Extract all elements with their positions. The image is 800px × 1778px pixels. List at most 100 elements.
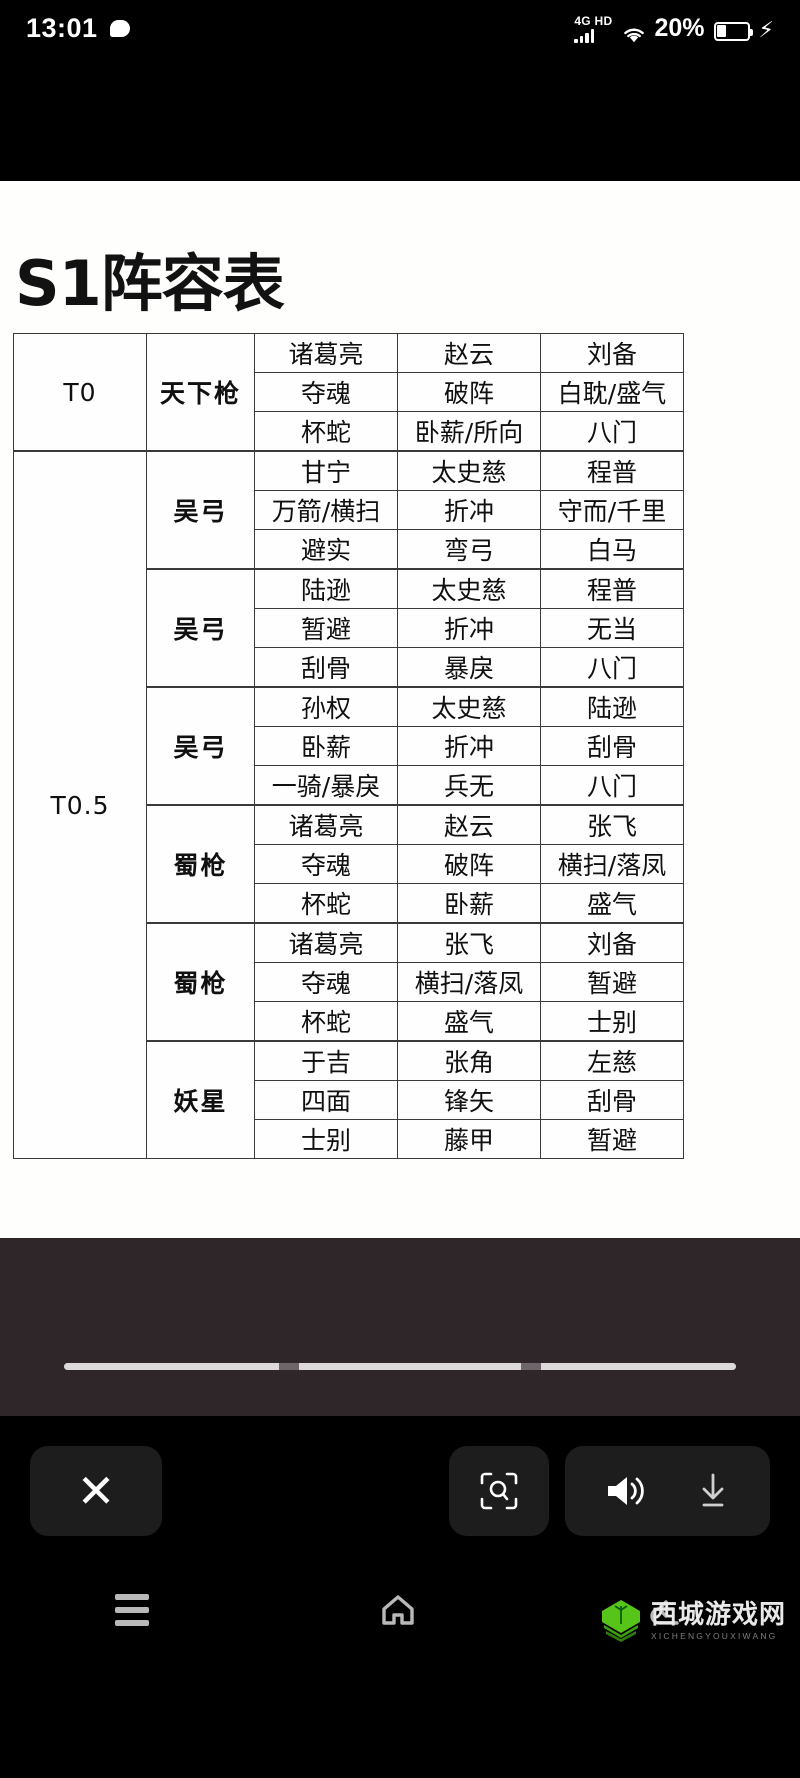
table-cell: 夺魂 xyxy=(254,372,398,412)
lens-scan-icon xyxy=(477,1469,521,1513)
table-row: 一骑/暴戾 兵无 八门 xyxy=(14,765,684,806)
table-row: 夺魂 破阵 横扫/落凤 xyxy=(14,844,684,884)
seek-segment xyxy=(541,1363,736,1370)
site-watermark: 西城游戏网 XICHENGYOUXIWANG xyxy=(599,1598,786,1644)
table-cell: 锋矢 xyxy=(397,1080,541,1120)
table-cell: 八门 xyxy=(540,411,684,452)
table-cell: 盛气 xyxy=(397,1001,541,1042)
comp-label-wugong-2: 吴弓 xyxy=(146,568,255,688)
network-type-label: 4G HD xyxy=(574,13,613,28)
comp-label-yaoxing: 妖星 xyxy=(146,1040,255,1159)
media-actions-group xyxy=(565,1446,770,1536)
table-row: 杯蛇 卧薪/所向 八门 xyxy=(14,411,684,452)
table-row: 卧薪 折冲 刮骨 xyxy=(14,726,684,766)
status-bar: 13:01 4G HD 20% ⚡ xyxy=(0,0,800,56)
table-row: 吴弓 孙权 太史慈 陆逊 xyxy=(14,686,684,806)
table-cell: 万箭/横扫 xyxy=(254,490,398,530)
seek-segment xyxy=(64,1363,280,1370)
status-clock: 13:01 xyxy=(26,12,98,43)
comp-label-wugong-3: 吴弓 xyxy=(146,686,255,806)
image-viewer-content[interactable]: S1阵容表 T0 天下枪 诸葛亮 赵云 刘备 夺魂 破阵 白耽/盛气 杯蛇 卧薪… xyxy=(0,181,800,1238)
table-cell: 赵云 xyxy=(397,333,541,373)
tier-label-t0: T0 xyxy=(13,333,147,452)
table-cell: 太史慈 xyxy=(397,450,541,491)
table-cell: 白马 xyxy=(540,529,684,570)
table-row: 万箭/横扫 折冲 守而/千里 xyxy=(14,490,684,530)
charging-bolt-icon: ⚡ xyxy=(758,16,774,42)
table-row: 夺魂 横扫/落凤 暂避 xyxy=(14,962,684,1002)
table-row: 夺魂 破阵 白耽/盛气 xyxy=(14,372,684,412)
chat-bubble-icon xyxy=(109,19,130,37)
table-cell: 横扫/落凤 xyxy=(397,962,541,1002)
table-cell: 程普 xyxy=(540,568,684,609)
page-title: S1阵容表 xyxy=(15,247,285,320)
table-cell: 刘备 xyxy=(540,922,684,963)
home-icon[interactable] xyxy=(378,1593,418,1627)
table-cell: 刮骨 xyxy=(540,726,684,766)
signal-bars-icon: 4G HD xyxy=(574,15,612,43)
table-cell: 兵无 xyxy=(397,765,541,806)
table-cell: 白耽/盛气 xyxy=(540,372,684,412)
table-cell: 杯蛇 xyxy=(254,1001,398,1042)
lens-scan-button[interactable] xyxy=(449,1446,549,1536)
table-cell: 破阵 xyxy=(397,844,541,884)
table-row: 妖星 于吉 张角 左慈 xyxy=(14,1040,684,1159)
table-cell: 折冲 xyxy=(397,726,541,766)
table-cell: 张角 xyxy=(397,1040,541,1081)
table-cell: 盛气 xyxy=(540,883,684,924)
signal-bars-glyph xyxy=(574,28,595,43)
close-button[interactable]: ✕ xyxy=(30,1446,162,1536)
tier-label-t05: T0.5 xyxy=(13,450,147,1159)
table-cell: 一骑/暴戾 xyxy=(254,765,398,806)
watermark-logo-icon xyxy=(599,1598,643,1644)
seek-bar-wrapper[interactable] xyxy=(0,1363,800,1370)
table-row: 刮骨 暴戾 八门 xyxy=(14,647,684,688)
table-cell: 暂避 xyxy=(254,608,398,648)
table-cell: 赵云 xyxy=(397,804,541,845)
table-cell: 太史慈 xyxy=(397,686,541,727)
android-nav-bar: 西城游戏网 XICHENGYOUXIWANG xyxy=(0,1566,800,1654)
table-cell: 卧薪/所向 xyxy=(397,411,541,452)
table-cell: 于吉 xyxy=(254,1040,398,1081)
table-cell: 夺魂 xyxy=(254,962,398,1002)
seek-segment xyxy=(299,1363,521,1370)
table-cell: 陆逊 xyxy=(540,686,684,727)
table-row: 暂避 折冲 无当 xyxy=(14,608,684,648)
table-cell: 暴戾 xyxy=(397,647,541,688)
table-cell: 四面 xyxy=(254,1080,398,1120)
close-icon: ✕ xyxy=(76,1465,116,1517)
table-cell: 左慈 xyxy=(540,1040,684,1081)
seek-gap xyxy=(521,1363,541,1370)
table-cell: 卧薪 xyxy=(254,726,398,766)
table-cell: 破阵 xyxy=(397,372,541,412)
table-cell: 诸葛亮 xyxy=(254,804,398,845)
table-row: T0.5 吴弓 甘宁 太史慈 程普 xyxy=(13,450,684,1159)
tier-table-body: T0 天下枪 诸葛亮 赵云 刘备 夺魂 破阵 白耽/盛气 杯蛇 卧薪/所向 八门… xyxy=(13,333,684,1159)
table-row: 四面 锋矢 刮骨 xyxy=(14,1080,684,1120)
table-row: 士别 藤甲 暂避 xyxy=(14,1119,684,1159)
table-cell: 诸葛亮 xyxy=(254,333,398,373)
watermark-name-cn: 西城游戏网 xyxy=(650,1599,786,1630)
comp-label-shuqiang-2: 蜀枪 xyxy=(146,922,255,1042)
table-cell: 张飞 xyxy=(540,804,684,845)
comp-label-wugong-1: 吴弓 xyxy=(146,450,255,570)
image-seek-bar[interactable] xyxy=(64,1363,736,1370)
table-cell: 避实 xyxy=(254,529,398,570)
table-cell: 杯蛇 xyxy=(254,883,398,924)
volume-button[interactable] xyxy=(604,1472,648,1510)
table-row: T0 天下枪 诸葛亮 赵云 刘备 xyxy=(13,333,684,452)
viewer-dark-area xyxy=(0,1238,800,1416)
recent-apps-icon[interactable] xyxy=(114,1594,149,1626)
table-row: 避实 弯弓 白马 xyxy=(14,529,684,570)
table-cell: 诸葛亮 xyxy=(254,922,398,963)
table-cell: 八门 xyxy=(540,647,684,688)
table-cell: 刮骨 xyxy=(540,1080,684,1120)
status-bar-left: 13:01 xyxy=(26,13,130,44)
table-cell: 无当 xyxy=(540,608,684,648)
download-button[interactable] xyxy=(694,1471,732,1511)
table-cell: 程普 xyxy=(540,450,684,491)
back-icon[interactable] xyxy=(647,1593,685,1627)
comp-label-shuqiang-1: 蜀枪 xyxy=(146,804,255,924)
letterbox-top xyxy=(0,56,800,181)
table-cell: 八门 xyxy=(540,765,684,806)
